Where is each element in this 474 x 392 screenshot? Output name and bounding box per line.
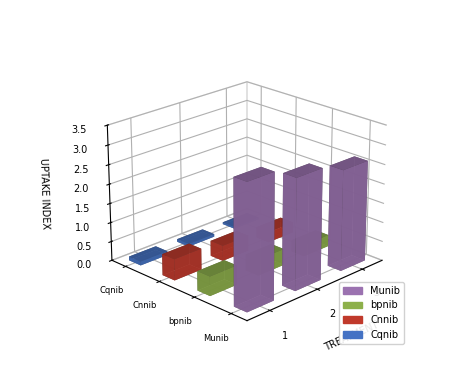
X-axis label: TREATMENT: TREATMENT: [323, 320, 381, 353]
Legend: Munib, bpnib, Cnnib, Cqnib: Munib, bpnib, Cnnib, Cqnib: [339, 282, 404, 344]
